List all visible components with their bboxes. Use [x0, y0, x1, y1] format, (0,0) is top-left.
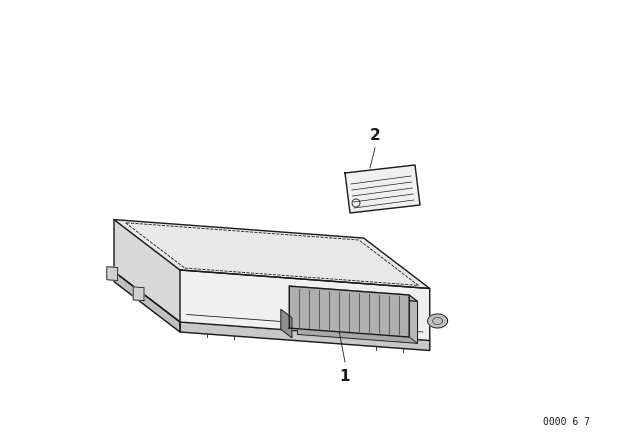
Text: 2: 2 [370, 128, 380, 143]
Text: 0000 6 7: 0000 6 7 [543, 417, 590, 427]
Polygon shape [180, 270, 429, 340]
Polygon shape [114, 271, 180, 332]
Polygon shape [289, 286, 409, 337]
Polygon shape [298, 293, 417, 343]
Polygon shape [107, 267, 118, 280]
Polygon shape [289, 286, 417, 302]
Polygon shape [114, 220, 180, 322]
Polygon shape [133, 287, 144, 301]
Polygon shape [180, 322, 429, 350]
Polygon shape [114, 220, 429, 289]
Polygon shape [409, 295, 417, 343]
Polygon shape [345, 165, 420, 213]
Polygon shape [428, 314, 447, 328]
Text: 1: 1 [340, 369, 350, 384]
Polygon shape [281, 310, 292, 338]
